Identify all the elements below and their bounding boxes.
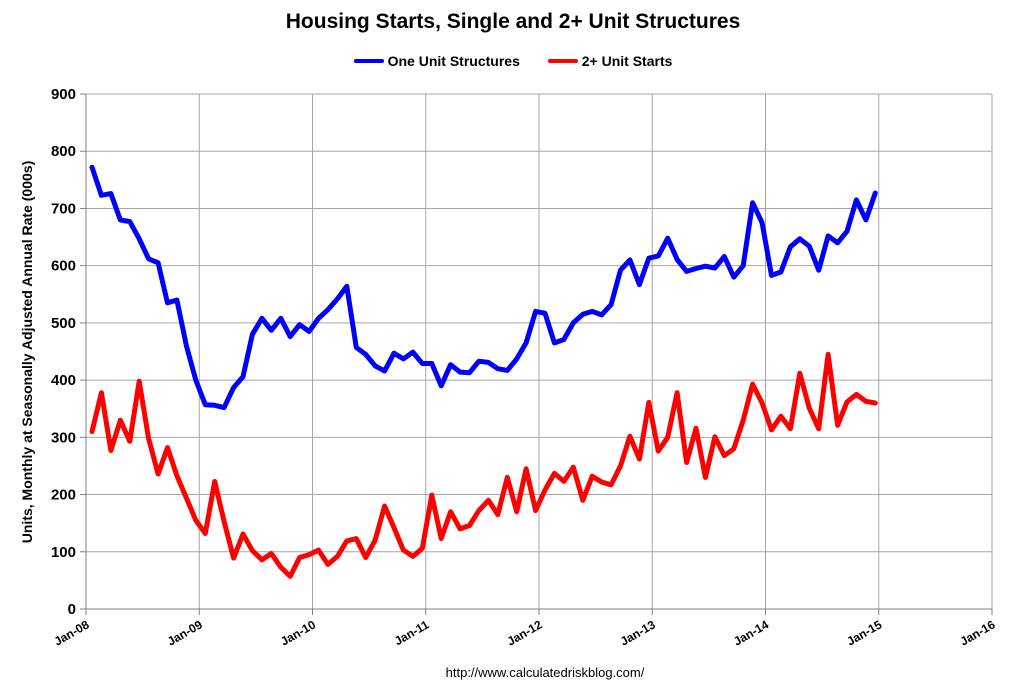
legend: One Unit Structures 2+ Unit Starts: [0, 50, 1026, 69]
grid-lines: [86, 93, 993, 609]
y-tick-label: 900: [51, 86, 76, 103]
y-tick-label: 100: [51, 544, 76, 561]
y-tick-label: 0: [68, 601, 76, 618]
x-tick-label: Jan-14: [731, 617, 771, 648]
series-line-one-unit: [89, 164, 878, 411]
legend-item-one-unit: One Unit Structures: [353, 53, 520, 69]
x-tick-label: Jan-16: [958, 617, 998, 648]
y-tick-label: 300: [51, 429, 76, 446]
series-line-multi-unit: [89, 351, 878, 579]
legend-label-one-unit: One Unit Structures: [387, 53, 520, 69]
x-tick-label: Jan-13: [618, 617, 658, 648]
series-lines: [89, 164, 878, 579]
source-url: http://www.calculatedriskblog.com/: [445, 665, 645, 680]
legend-item-multi-unit: 2+ Unit Starts: [547, 53, 673, 69]
legend-swatch-multi-unit: [547, 59, 578, 63]
chart-title: Housing Starts, Single and 2+ Unit Struc…: [285, 10, 741, 33]
y-tick-label: 500: [51, 315, 76, 332]
x-tick-label: Jan-09: [165, 617, 205, 648]
x-tick-label: Jan-10: [278, 617, 318, 648]
legend-label-multi-unit: 2+ Unit Starts: [581, 53, 673, 69]
y-tick-label: 800: [51, 143, 76, 160]
x-tick-label: Jan-08: [52, 617, 92, 648]
x-tick-label: Jan-12: [505, 617, 545, 648]
y-tick-label: 600: [51, 258, 76, 275]
y-axis-label: Units, Monthly at Seasonally Adjusted An…: [19, 161, 35, 543]
x-tick-label: Jan-11: [392, 617, 432, 648]
legend-swatch-one-unit: [353, 59, 384, 63]
axes: [80, 93, 993, 615]
y-tick-label: 700: [51, 200, 76, 217]
x-tick-label: Jan-15: [844, 617, 884, 648]
y-tick-label: 400: [51, 372, 76, 389]
y-tick-label: 200: [51, 487, 76, 504]
